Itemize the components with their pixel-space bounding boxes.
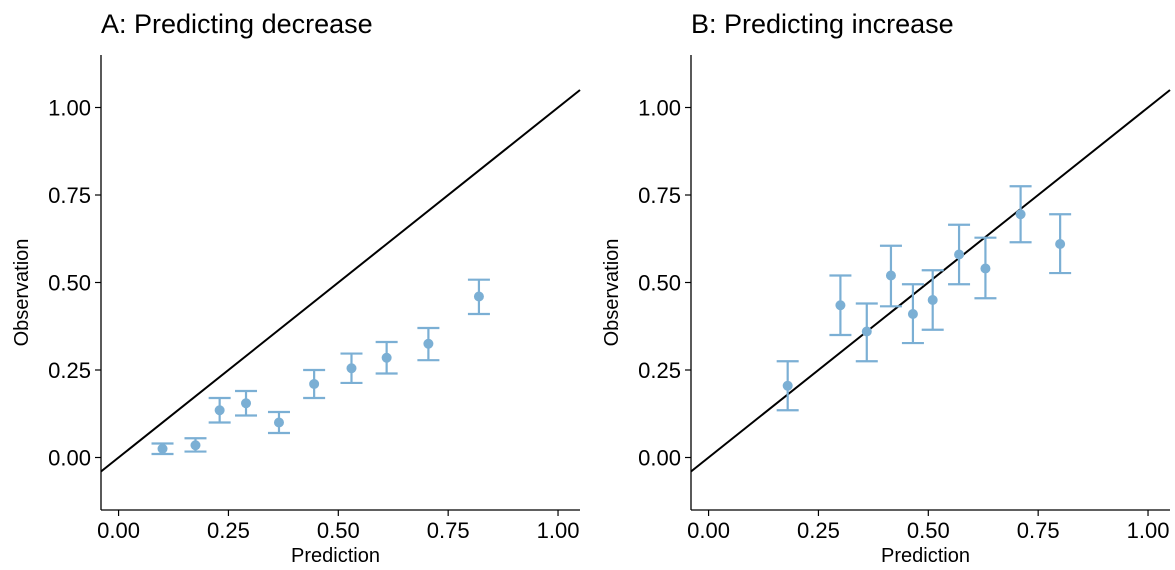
data-point xyxy=(157,443,168,454)
data-point xyxy=(190,440,201,451)
data-point xyxy=(309,379,320,389)
y-tick-label: 1.00 xyxy=(638,96,681,121)
data-point xyxy=(835,300,846,311)
y-tick-label: 1.00 xyxy=(48,96,91,121)
reference-line xyxy=(101,89,581,473)
y-tick-label: 0.75 xyxy=(48,183,91,208)
y-tick-label: 0.25 xyxy=(48,358,91,383)
panel-a: A: Predicting decrease 0.00 0.25 0.50 0.75 1.… xyxy=(11,9,581,567)
x-tick-label: 0.00 xyxy=(687,518,730,543)
data-point xyxy=(241,398,252,409)
x-tick-label: 0.75 xyxy=(1017,518,1060,543)
data-point xyxy=(346,363,357,374)
x-tick-label: 0.25 xyxy=(207,518,250,543)
data-point xyxy=(423,338,434,349)
reference-line xyxy=(691,89,1171,473)
data-point xyxy=(1055,239,1066,249)
data-point xyxy=(381,352,392,363)
y-axis-label: Observation xyxy=(601,239,623,347)
data-point xyxy=(927,295,938,305)
x-tick-label: 0.50 xyxy=(907,518,950,543)
y-tick-label: 0.00 xyxy=(48,446,91,471)
x-axis-label: Prediction xyxy=(881,545,970,567)
data-point xyxy=(1015,209,1026,220)
data-point xyxy=(907,309,918,319)
x-tick-label: 0.00 xyxy=(97,518,140,543)
data-point xyxy=(954,249,965,260)
y-tick-label: 0.50 xyxy=(48,271,91,296)
y-tick-label: 0.50 xyxy=(638,271,681,296)
y-tick-label: 0.00 xyxy=(638,446,681,471)
y-axis-label: Observation xyxy=(11,239,33,347)
x-tick-label: 1.00 xyxy=(537,518,580,543)
x-tick-label: 0.25 xyxy=(797,518,840,543)
data-point xyxy=(980,263,991,274)
x-tick-label: 1.00 xyxy=(1127,518,1170,543)
data-point xyxy=(885,270,896,281)
data-point xyxy=(861,326,872,337)
y-tick-label: 0.75 xyxy=(638,183,681,208)
data-point xyxy=(782,380,793,391)
data-point xyxy=(273,417,284,428)
x-tick-label: 0.75 xyxy=(427,518,470,543)
x-tick-label: 0.50 xyxy=(317,518,360,543)
y-tick-label: 0.25 xyxy=(638,358,681,383)
panel-b: B: Predicting increase 0.00 0.25 0.50 0.75 1.… xyxy=(601,9,1171,567)
x-axis-label: Prediction xyxy=(291,545,380,567)
data-point xyxy=(214,405,225,416)
panel-title: B: Predicting increase xyxy=(691,9,954,39)
panel-title: A: Predicting decrease xyxy=(101,9,373,39)
data-point xyxy=(473,291,484,302)
